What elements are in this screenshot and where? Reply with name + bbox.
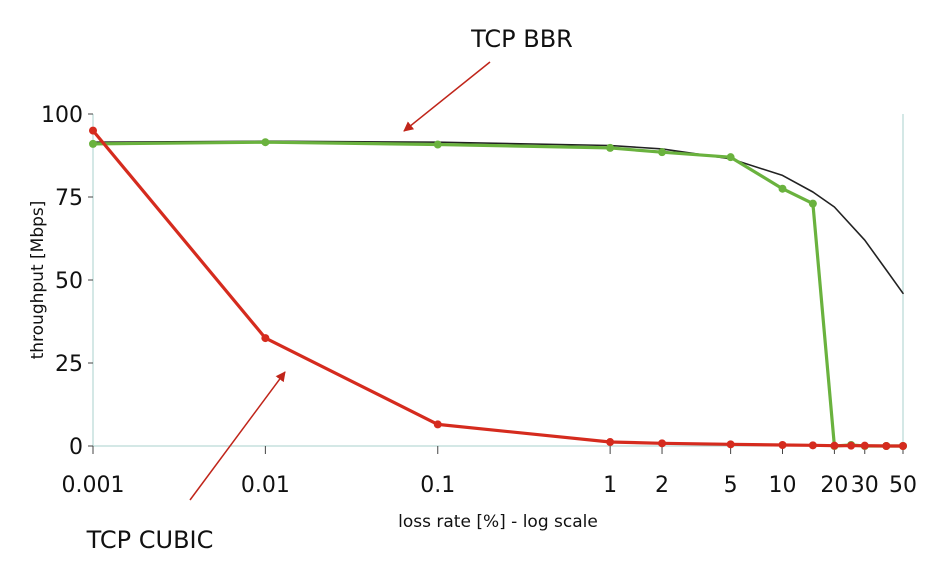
cubic-series [89, 126, 907, 450]
data-point [860, 441, 869, 450]
data-point [658, 148, 667, 157]
y-tick-label: 25 [55, 352, 83, 377]
data-point [89, 139, 97, 148]
y-tick-label: 75 [55, 186, 83, 211]
data-point [882, 442, 891, 450]
data-point [899, 442, 907, 450]
x-tick-label: 0.001 [62, 473, 125, 498]
y-tick-group: 0 25 50 75 100 [41, 103, 93, 460]
series-layer [89, 126, 907, 450]
x-axis-title: loss rate [%] - log scale [398, 512, 598, 532]
data-point [89, 126, 97, 135]
data-point [726, 153, 735, 162]
bbr-annotation: TCP BBR [403, 25, 573, 132]
data-point [433, 420, 442, 429]
data-point [606, 143, 615, 152]
bbr-annotation-label: TCP BBR [470, 25, 573, 53]
bbr-model-curve [92, 140, 904, 295]
cubic-annotation: TCP CUBIC [86, 371, 286, 554]
data-point [726, 440, 735, 449]
data-point [808, 199, 817, 208]
cubic-annotation-arrow [189, 371, 286, 501]
y-axis-title: throughput [Mbps] [28, 201, 48, 360]
x-tick-label: 1 [603, 473, 617, 498]
series-line [91, 129, 905, 448]
x-tick-label: 50 [889, 473, 917, 498]
axes [92, 114, 904, 447]
x-tick-label: 0.01 [241, 473, 290, 498]
data-point [847, 441, 856, 450]
cubic-annotation-label: TCP CUBIC [86, 526, 214, 554]
data-point [778, 184, 787, 193]
y-tick-label: 50 [55, 269, 83, 294]
x-tick-group: 0.001 0.01 0.1 1 2 5 10 20 30 50 [62, 446, 917, 498]
data-point [606, 438, 615, 447]
data-point [808, 441, 817, 450]
data-point [433, 140, 442, 149]
x-tick-label: 10 [769, 473, 797, 498]
bbr-annotation-arrow [403, 61, 491, 132]
data-point [778, 441, 787, 450]
data-point [830, 441, 839, 450]
x-tick-label: 5 [724, 473, 738, 498]
y-tick-label: 100 [41, 103, 83, 128]
x-tick-label: 30 [851, 473, 879, 498]
y-tick-label: 0 [69, 435, 83, 460]
data-point [658, 439, 667, 448]
x-tick-label: 2 [655, 473, 669, 498]
x-tick-label: 20 [820, 473, 848, 498]
model-curve-line [92, 140, 904, 295]
x-tick-label: 0.1 [420, 473, 455, 498]
data-point [261, 138, 270, 147]
bbr-series [89, 138, 907, 450]
data-point [261, 334, 270, 343]
